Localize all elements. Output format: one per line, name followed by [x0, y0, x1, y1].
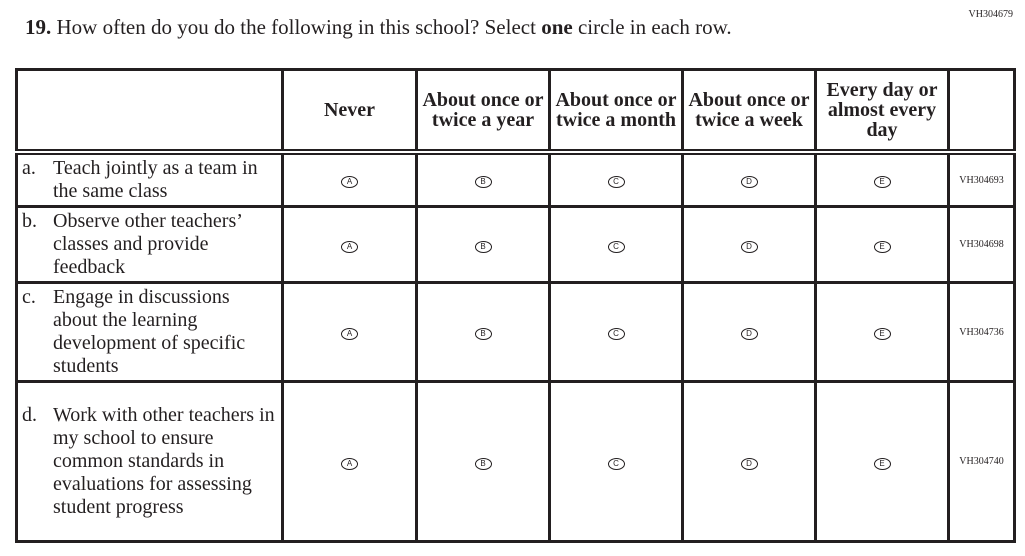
row-code: VH304736 [947, 281, 1016, 383]
table-row: c. Engage in discussions about the learni… [15, 281, 1016, 383]
option-cell: B [415, 380, 551, 543]
response-circle-a[interactable]: A [341, 240, 358, 253]
response-circle-a[interactable]: A [341, 457, 358, 470]
response-circle-b[interactable]: B [474, 176, 492, 188]
row-text: Work with other teachers in my school to… [53, 404, 275, 518]
row-code: VH304693 [947, 150, 1016, 208]
frequency-grid: Never About once or twice a year About onc… [15, 68, 1016, 543]
option-cell: D [681, 281, 817, 383]
row-text: Observe other teachers’ classes and prov… [53, 210, 242, 278]
column-header: Every day or almost every day [814, 68, 950, 155]
response-circle-d[interactable]: D [740, 328, 758, 340]
response-circle-a[interactable]: A [341, 176, 358, 188]
option-cell: E [814, 380, 950, 543]
row-letter: b. [22, 210, 37, 232]
response-circle-c[interactable]: C [607, 240, 625, 253]
header-blank [15, 68, 284, 155]
response-circle-c[interactable]: C [607, 328, 625, 340]
option-cell: A [281, 380, 418, 543]
option-cell: C [548, 281, 684, 383]
response-circle-e[interactable]: E [873, 457, 891, 470]
response-circle-c[interactable]: C [607, 457, 625, 470]
response-circle-b[interactable]: B [474, 328, 492, 340]
response-circle-e[interactable]: E [873, 328, 891, 340]
option-cell: B [415, 150, 551, 208]
row-label: a. Teach jointly as a team in the same cl… [15, 150, 284, 208]
option-cell: A [281, 205, 418, 284]
option-cell: C [548, 380, 684, 543]
row-code: VH304698 [947, 205, 1016, 284]
row-label: d. Work with other teachers in my school … [15, 380, 284, 543]
option-cell: E [814, 150, 950, 208]
row-letter: c. [22, 286, 36, 308]
response-circle-e[interactable]: E [873, 176, 891, 188]
option-cell: D [681, 205, 817, 284]
table-row: a. Teach jointly as a team in the same cl… [15, 150, 1016, 208]
row-text: Engage in discussions about the learning… [53, 286, 246, 377]
row-text: Teach jointly as a team in the same clas… [53, 157, 258, 202]
row-label: b. Observe other teachers’ classes and pr… [15, 205, 284, 284]
column-header: About once or twice a year [415, 68, 551, 155]
response-circle-d[interactable]: D [740, 240, 758, 253]
option-cell: B [415, 205, 551, 284]
column-header: Never [281, 68, 418, 155]
option-cell: C [548, 205, 684, 284]
response-circle-b[interactable]: B [474, 457, 492, 470]
question-title: 19. How often do you do the following in… [25, 15, 732, 39]
header-code [947, 68, 1016, 155]
option-cell: C [548, 150, 684, 208]
option-cell: D [681, 150, 817, 208]
response-circle-c[interactable]: C [607, 176, 625, 188]
response-circle-a[interactable]: A [341, 328, 358, 340]
option-cell: E [814, 205, 950, 284]
option-cell: D [681, 380, 817, 543]
option-cell: E [814, 281, 950, 383]
response-circle-e[interactable]: E [873, 240, 891, 253]
row-letter: a. [22, 157, 36, 179]
column-header: About once or twice a week [681, 68, 817, 155]
option-cell: A [281, 150, 418, 208]
table-row: d. Work with other teachers in my school … [15, 380, 1016, 543]
response-circle-b[interactable]: B [474, 240, 492, 253]
question-id: VH304679 [968, 9, 1013, 20]
response-circle-d[interactable]: D [740, 176, 758, 188]
option-cell: B [415, 281, 551, 383]
row-label: c. Engage in discussions about the learni… [15, 281, 284, 383]
row-code: VH304740 [947, 380, 1016, 543]
table-row: b. Observe other teachers’ classes and pr… [15, 205, 1016, 284]
option-cell: A [281, 281, 418, 383]
response-circle-d[interactable]: D [740, 457, 758, 470]
column-header: About once or twice a month [548, 68, 684, 155]
row-letter: d. [22, 404, 37, 426]
